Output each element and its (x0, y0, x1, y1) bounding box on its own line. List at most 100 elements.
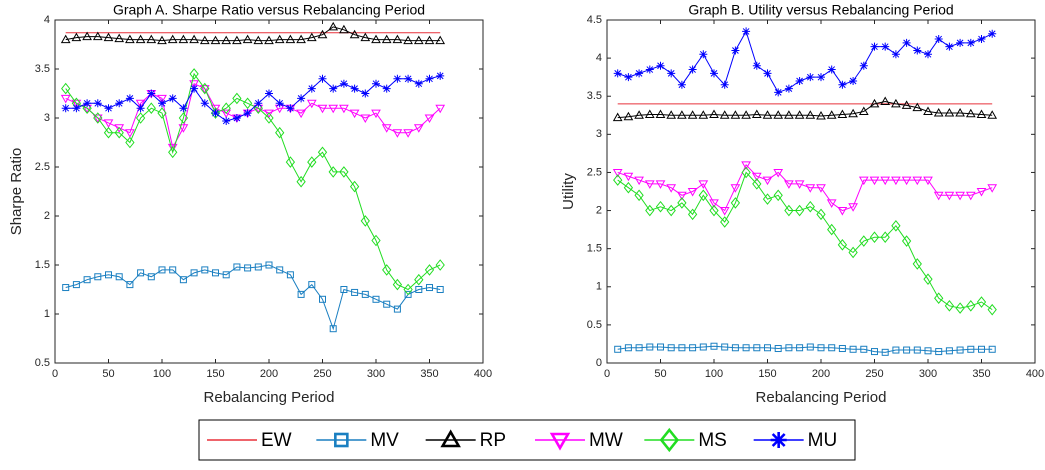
marker-star (624, 73, 633, 82)
marker-triangle (157, 35, 167, 45)
marker-triangle (199, 35, 210, 45)
marker-diamond (709, 204, 719, 217)
marker-star (436, 71, 445, 80)
marker-star (784, 84, 793, 93)
series-line (617, 345, 993, 353)
y-tick-label: 0.5 (35, 357, 50, 369)
marker-star (849, 76, 858, 85)
marker-star (688, 65, 697, 74)
marker-square (94, 273, 102, 281)
marker-diamond (232, 92, 242, 105)
marker-square (72, 281, 80, 289)
marker-triangle (189, 34, 199, 44)
marker-star (902, 38, 911, 47)
marker-triangle-down (135, 99, 146, 109)
marker-star (125, 94, 134, 103)
marker-square (764, 344, 771, 352)
marker-square (678, 344, 686, 352)
marker-diamond (655, 200, 666, 213)
marker-triangle (987, 110, 998, 119)
marker-square (105, 271, 112, 279)
marker-square (222, 271, 230, 279)
marker-triangle (371, 34, 381, 44)
marker-star (200, 99, 209, 108)
marker-diamond (125, 136, 135, 149)
marker-square (115, 273, 123, 281)
marker-triangle-down (339, 104, 349, 114)
chart-title: Graph A. Sharpe Ratio versus Rebalancing… (113, 2, 425, 18)
marker-star (104, 104, 113, 113)
legend-marker (659, 427, 679, 453)
marker-triangle-down (264, 109, 274, 119)
marker-triangle (976, 109, 987, 119)
marker-star (382, 84, 391, 93)
legend-label: RP (480, 430, 506, 451)
legend-label: EW (261, 430, 292, 451)
marker-triangle-down (719, 207, 730, 216)
marker-star (307, 84, 316, 93)
marker-star (891, 50, 900, 59)
chart-title: Graph B. Utility versus Rebalancing Peri… (688, 2, 953, 18)
marker-star (404, 74, 413, 83)
marker-triangle-down (178, 124, 189, 133)
marker-diamond (623, 181, 634, 194)
marker-triangle (634, 110, 644, 119)
marker-diamond (869, 231, 880, 244)
marker-star (179, 104, 188, 113)
marker-triangle (82, 31, 92, 41)
marker-diamond (816, 208, 826, 221)
marker-star (720, 80, 729, 89)
marker-star (393, 74, 402, 83)
marker-diamond (424, 264, 435, 276)
marker-square (903, 346, 911, 354)
marker-triangle (424, 35, 435, 45)
marker-star (297, 94, 306, 103)
marker-triangle-down (923, 176, 933, 186)
legend-label: MS (698, 430, 727, 451)
marker-square (838, 345, 846, 353)
marker-triangle (880, 96, 891, 106)
marker-square (62, 284, 70, 292)
y-tick-label: 2 (44, 210, 50, 222)
marker-diamond (349, 180, 360, 193)
marker-star (710, 69, 718, 78)
marker-triangle-down (837, 207, 848, 216)
x-tick-label: 250 (865, 368, 883, 380)
series-line (617, 30, 993, 94)
marker-triangle (869, 98, 880, 108)
marker-star (635, 69, 644, 78)
marker-triangle-down (623, 172, 634, 182)
y-tick-label: 3.5 (35, 63, 50, 75)
marker-triangle (114, 33, 125, 43)
marker-triangle-down (901, 176, 912, 186)
marker-square (254, 263, 262, 271)
marker-triangle (253, 35, 264, 45)
marker-triangle-down (955, 191, 965, 201)
marker-diamond (328, 166, 338, 178)
marker-diamond (392, 278, 403, 291)
marker-star (425, 74, 434, 83)
marker-square (83, 276, 91, 284)
x-tick-label: 300 (919, 368, 937, 380)
marker-star (339, 79, 348, 88)
x-tick-label: 150 (206, 368, 224, 380)
marker-diamond (61, 82, 71, 95)
marker-triangle-down (114, 124, 125, 133)
marker-square (871, 348, 878, 356)
y-tick-label: 3 (44, 112, 50, 124)
marker-square (753, 344, 761, 352)
marker-triangle (891, 98, 901, 108)
marker-square (956, 346, 964, 354)
x-axis-label: Rebalancing Period (204, 389, 335, 406)
marker-diamond (634, 189, 644, 202)
marker-triangle-down (413, 124, 424, 133)
marker-triangle-down (392, 129, 403, 138)
marker-diamond (720, 216, 730, 228)
x-tick-label: 100 (705, 368, 723, 380)
marker-star (61, 104, 70, 113)
x-tick-label: 200 (812, 368, 830, 380)
marker-diamond (275, 126, 285, 139)
marker-triangle (784, 110, 794, 119)
y-tick-label: 1 (44, 308, 50, 320)
marker-star (265, 89, 273, 98)
